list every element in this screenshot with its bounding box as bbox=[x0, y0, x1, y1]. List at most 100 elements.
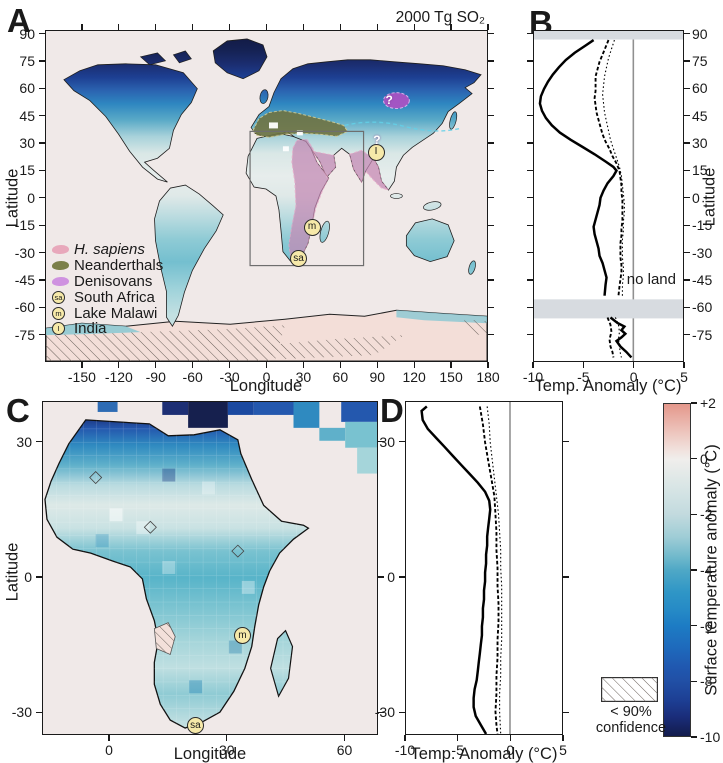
tick-label: 180 bbox=[476, 369, 500, 385]
tick-mark bbox=[228, 24, 231, 30]
tick-mark bbox=[118, 362, 120, 368]
tick-label: 60 bbox=[332, 369, 349, 385]
dashed-boundary-line bbox=[344, 121, 461, 132]
tick-mark bbox=[39, 169, 45, 172]
tick-mark bbox=[399, 440, 405, 443]
tick-mark bbox=[376, 362, 378, 368]
tick-mark bbox=[228, 362, 231, 368]
tick-label: 75 bbox=[692, 53, 708, 69]
tick-mark bbox=[488, 87, 494, 90]
tick-label: 60 bbox=[336, 742, 353, 758]
panel-d-xlabel: Temp. Anomaly (°C) bbox=[410, 745, 558, 763]
tick-label: 90 bbox=[19, 25, 35, 42]
tick-mark bbox=[527, 279, 533, 281]
colorbar-tick-label: -6 bbox=[700, 617, 713, 634]
panel-b-profile-chart bbox=[533, 30, 684, 362]
tick-mark bbox=[339, 24, 341, 30]
antarctica-hatch-west bbox=[46, 325, 285, 361]
tick-mark bbox=[376, 24, 378, 30]
site-circle-icon: sa bbox=[52, 290, 74, 304]
colorbar-tick-mark bbox=[691, 680, 697, 682]
site-circle-icon: I bbox=[52, 322, 65, 336]
panel-b-xlabel: Temp. Anomaly (°C) bbox=[534, 377, 682, 395]
no-land-label: no land bbox=[626, 271, 676, 288]
tick-mark bbox=[378, 440, 384, 443]
tick-mark bbox=[36, 576, 42, 578]
panel-a-title: 2000 Tg SO₂ bbox=[395, 9, 485, 26]
map-marker-m: m bbox=[233, 627, 251, 645]
tick-mark bbox=[684, 60, 690, 62]
tick-mark bbox=[36, 711, 42, 714]
colorbar-tick-label: -2 bbox=[700, 506, 713, 523]
tick-mark bbox=[683, 362, 685, 368]
series-solid bbox=[538, 39, 618, 296]
site-circle-icon: sa bbox=[52, 290, 65, 304]
panel-d-letter: D bbox=[380, 392, 404, 429]
profile-chart-svg-b bbox=[534, 31, 683, 361]
tick-mark bbox=[39, 87, 45, 90]
tick-mark bbox=[684, 279, 690, 281]
tick-mark bbox=[39, 32, 45, 35]
britain bbox=[259, 89, 269, 104]
tick-label: 0 bbox=[27, 189, 35, 206]
tick-label: -45 bbox=[14, 271, 35, 288]
tick-mark bbox=[39, 333, 45, 336]
tick-label: -75 bbox=[14, 326, 35, 343]
confidence-hatch-box bbox=[601, 677, 658, 702]
species-legend-label: H. sapiens bbox=[74, 241, 145, 259]
tick-mark bbox=[399, 576, 405, 578]
series-solid bbox=[609, 316, 633, 359]
confidence-line1: < 90% bbox=[610, 704, 652, 720]
greenland bbox=[212, 38, 268, 80]
tick-mark bbox=[527, 87, 533, 90]
tick-label: -30 bbox=[374, 704, 395, 721]
confidence-caption: < 90% confidence bbox=[585, 704, 677, 736]
tick-label: 0 bbox=[629, 369, 638, 385]
tick-mark bbox=[509, 735, 511, 741]
antarctica-hatch-mid bbox=[245, 335, 405, 360]
tick-label: 0 bbox=[692, 189, 700, 206]
species-legend-item: I India bbox=[52, 320, 163, 337]
species-legend-item: m Lake Malawi bbox=[52, 305, 163, 322]
tick-mark bbox=[487, 362, 489, 368]
tick-mark bbox=[527, 115, 533, 117]
tick-label: 30 bbox=[218, 742, 235, 758]
tick-mark bbox=[155, 362, 157, 368]
range-blob-icon bbox=[52, 245, 74, 255]
tick-mark bbox=[684, 333, 690, 336]
no-data-patch-2 bbox=[296, 130, 303, 136]
tick-label: -30 bbox=[219, 369, 240, 385]
tick-label: -30 bbox=[11, 704, 32, 721]
australia bbox=[405, 218, 455, 263]
tick-label: -75 bbox=[692, 326, 713, 343]
tick-label: 0 bbox=[506, 742, 515, 758]
tick-label: 60 bbox=[692, 80, 708, 97]
panel-c-africa-map bbox=[42, 401, 378, 735]
antarctica-coast-teal-west bbox=[46, 323, 141, 336]
tick-mark bbox=[488, 115, 494, 117]
tick-mark bbox=[488, 32, 494, 35]
tick-mark bbox=[226, 735, 228, 741]
tick-mark bbox=[39, 60, 45, 62]
species-legend-item: Neanderthals bbox=[52, 257, 163, 274]
tick-mark bbox=[39, 251, 45, 254]
tick-mark bbox=[488, 197, 494, 199]
tick-mark bbox=[527, 169, 533, 172]
profile-chart-svg-d bbox=[420, 402, 511, 734]
tick-mark bbox=[684, 169, 690, 172]
tick-label: 30 bbox=[16, 433, 32, 450]
colorbar-tick-mark bbox=[691, 625, 697, 627]
tick-mark bbox=[155, 24, 157, 30]
tick-label: -60 bbox=[14, 299, 35, 316]
world-map-svg bbox=[46, 31, 487, 361]
tick-label: -150 bbox=[67, 369, 96, 385]
tick-label: 150 bbox=[439, 369, 463, 385]
tick-mark bbox=[527, 251, 533, 254]
series-dashed bbox=[478, 406, 500, 734]
tick-mark bbox=[488, 142, 494, 144]
colorbar-tick-mark bbox=[691, 569, 697, 571]
tick-label: -15 bbox=[14, 217, 35, 234]
japan bbox=[449, 111, 458, 130]
tick-label: -60 bbox=[182, 369, 203, 385]
series-dashed bbox=[606, 317, 615, 358]
